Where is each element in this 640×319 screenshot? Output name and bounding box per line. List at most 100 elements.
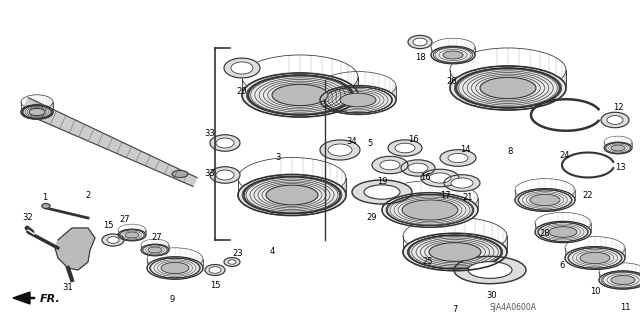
Ellipse shape — [102, 234, 124, 246]
Ellipse shape — [118, 229, 146, 241]
Ellipse shape — [454, 256, 526, 284]
Ellipse shape — [125, 232, 139, 238]
Ellipse shape — [147, 257, 203, 279]
Ellipse shape — [408, 35, 432, 48]
Text: 33: 33 — [205, 168, 216, 177]
Ellipse shape — [429, 243, 481, 261]
Ellipse shape — [29, 108, 45, 115]
Ellipse shape — [238, 174, 346, 216]
Ellipse shape — [42, 204, 50, 209]
Ellipse shape — [148, 247, 162, 253]
Ellipse shape — [364, 185, 400, 199]
Ellipse shape — [611, 275, 635, 285]
Text: 25: 25 — [423, 257, 433, 266]
Text: 33: 33 — [205, 129, 216, 137]
Ellipse shape — [429, 173, 451, 183]
Ellipse shape — [530, 194, 560, 206]
Ellipse shape — [535, 221, 591, 243]
Ellipse shape — [320, 85, 396, 115]
Text: 6: 6 — [559, 261, 564, 270]
Text: 17: 17 — [440, 191, 451, 201]
Text: 13: 13 — [614, 162, 625, 172]
Text: 8: 8 — [508, 147, 513, 157]
Ellipse shape — [549, 227, 577, 237]
Ellipse shape — [607, 115, 623, 124]
Ellipse shape — [480, 78, 536, 99]
Text: 20: 20 — [237, 87, 247, 97]
Ellipse shape — [228, 260, 236, 264]
Ellipse shape — [402, 200, 458, 220]
Ellipse shape — [21, 105, 53, 119]
Ellipse shape — [328, 144, 352, 156]
Text: 11: 11 — [620, 303, 630, 313]
Ellipse shape — [413, 38, 427, 46]
Ellipse shape — [242, 73, 358, 117]
Ellipse shape — [224, 258, 240, 266]
Ellipse shape — [611, 145, 625, 151]
Ellipse shape — [408, 163, 428, 173]
Text: 15: 15 — [210, 280, 220, 290]
Ellipse shape — [599, 271, 640, 289]
Ellipse shape — [401, 160, 435, 176]
Polygon shape — [55, 228, 95, 270]
Ellipse shape — [468, 262, 512, 278]
Ellipse shape — [340, 93, 376, 107]
Ellipse shape — [172, 170, 188, 177]
Text: 27: 27 — [152, 234, 163, 242]
Text: 28: 28 — [540, 229, 550, 239]
Ellipse shape — [352, 180, 412, 204]
Ellipse shape — [395, 143, 415, 153]
Text: 31: 31 — [63, 284, 74, 293]
Ellipse shape — [450, 66, 566, 110]
Text: 21: 21 — [463, 194, 473, 203]
Ellipse shape — [266, 185, 318, 205]
Text: SJA4A0600A: SJA4A0600A — [490, 303, 537, 313]
Text: 3: 3 — [275, 153, 281, 162]
Ellipse shape — [421, 169, 459, 187]
Text: 4: 4 — [269, 248, 275, 256]
Text: 18: 18 — [415, 54, 426, 63]
Text: 16: 16 — [420, 173, 430, 182]
Ellipse shape — [604, 142, 632, 154]
Ellipse shape — [448, 153, 468, 163]
Ellipse shape — [515, 189, 575, 211]
Text: 1: 1 — [42, 192, 47, 202]
Ellipse shape — [161, 263, 189, 274]
Ellipse shape — [210, 135, 240, 151]
Text: 26: 26 — [447, 78, 458, 86]
Text: 29: 29 — [367, 213, 377, 222]
Text: 19: 19 — [377, 177, 387, 187]
Ellipse shape — [205, 264, 225, 276]
Ellipse shape — [443, 51, 463, 59]
Text: 30: 30 — [486, 292, 497, 300]
Ellipse shape — [372, 156, 408, 174]
Ellipse shape — [444, 175, 480, 191]
Text: 12: 12 — [612, 103, 623, 113]
Ellipse shape — [431, 46, 475, 64]
Ellipse shape — [272, 84, 328, 106]
Ellipse shape — [216, 138, 234, 148]
Ellipse shape — [380, 160, 400, 170]
Ellipse shape — [565, 247, 625, 270]
Text: 16: 16 — [408, 136, 419, 145]
Text: 34: 34 — [347, 137, 357, 146]
Ellipse shape — [320, 140, 360, 160]
Ellipse shape — [382, 193, 478, 227]
Ellipse shape — [388, 140, 422, 156]
Text: 15: 15 — [103, 220, 113, 229]
Ellipse shape — [216, 170, 234, 180]
Text: 2: 2 — [85, 190, 91, 199]
Ellipse shape — [451, 178, 473, 188]
Ellipse shape — [224, 58, 260, 78]
Text: 5: 5 — [367, 138, 372, 147]
Ellipse shape — [580, 252, 610, 264]
Ellipse shape — [107, 237, 119, 243]
Polygon shape — [13, 292, 30, 304]
Ellipse shape — [403, 233, 507, 271]
Text: 10: 10 — [589, 287, 600, 296]
Ellipse shape — [210, 167, 240, 183]
Text: 9: 9 — [170, 295, 175, 305]
Text: 22: 22 — [583, 190, 593, 199]
Text: 14: 14 — [460, 145, 470, 154]
Ellipse shape — [440, 150, 476, 166]
